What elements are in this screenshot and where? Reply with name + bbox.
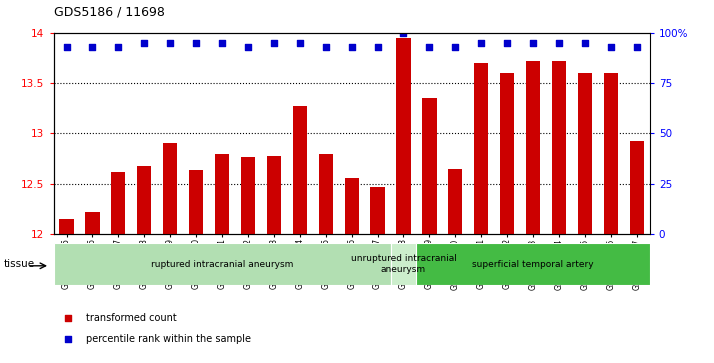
Point bbox=[553, 40, 565, 46]
Bar bbox=[500, 73, 514, 234]
Bar bbox=[416, 243, 650, 285]
Bar bbox=[630, 142, 644, 234]
Bar bbox=[578, 73, 592, 234]
Text: transformed count: transformed count bbox=[86, 313, 177, 323]
Bar bbox=[163, 143, 177, 234]
Text: percentile rank within the sample: percentile rank within the sample bbox=[86, 334, 251, 344]
Bar bbox=[391, 243, 416, 285]
Bar bbox=[396, 38, 411, 234]
Point bbox=[86, 44, 98, 50]
Point bbox=[346, 44, 358, 50]
Point bbox=[450, 44, 461, 50]
Bar bbox=[137, 166, 151, 234]
Bar bbox=[293, 106, 307, 234]
Point bbox=[528, 40, 539, 46]
Bar bbox=[448, 169, 463, 234]
Bar bbox=[54, 243, 391, 285]
Point bbox=[63, 337, 74, 342]
Point bbox=[164, 40, 176, 46]
Bar bbox=[526, 61, 540, 234]
Point bbox=[605, 44, 617, 50]
Point bbox=[113, 44, 124, 50]
Point bbox=[216, 40, 228, 46]
Point bbox=[579, 40, 590, 46]
Point bbox=[320, 44, 331, 50]
Point bbox=[398, 30, 409, 36]
Bar bbox=[422, 98, 436, 234]
Text: GDS5186 / 11698: GDS5186 / 11698 bbox=[54, 5, 164, 18]
Point bbox=[191, 40, 202, 46]
Bar bbox=[111, 172, 126, 234]
Bar bbox=[85, 212, 99, 234]
Point bbox=[139, 40, 150, 46]
Bar bbox=[552, 61, 566, 234]
Text: unruptured intracranial
aneurysm: unruptured intracranial aneurysm bbox=[351, 254, 456, 274]
Point bbox=[631, 44, 643, 50]
Bar bbox=[371, 187, 385, 234]
Point bbox=[61, 44, 72, 50]
Point bbox=[501, 40, 513, 46]
Point bbox=[242, 44, 253, 50]
Bar bbox=[604, 73, 618, 234]
Text: superficial temporal artery: superficial temporal artery bbox=[472, 260, 594, 269]
Point bbox=[63, 315, 74, 321]
Point bbox=[423, 44, 435, 50]
Text: tissue: tissue bbox=[4, 259, 35, 269]
Text: ruptured intracranial aneurysm: ruptured intracranial aneurysm bbox=[151, 260, 293, 269]
Bar bbox=[215, 154, 229, 234]
Bar bbox=[318, 154, 333, 234]
Bar bbox=[59, 219, 74, 234]
Point bbox=[476, 40, 487, 46]
Bar bbox=[241, 156, 255, 234]
Point bbox=[294, 40, 306, 46]
Bar bbox=[345, 178, 358, 234]
Bar bbox=[189, 170, 203, 234]
Point bbox=[268, 40, 280, 46]
Bar bbox=[267, 156, 281, 234]
Bar bbox=[474, 63, 488, 234]
Point bbox=[372, 44, 383, 50]
